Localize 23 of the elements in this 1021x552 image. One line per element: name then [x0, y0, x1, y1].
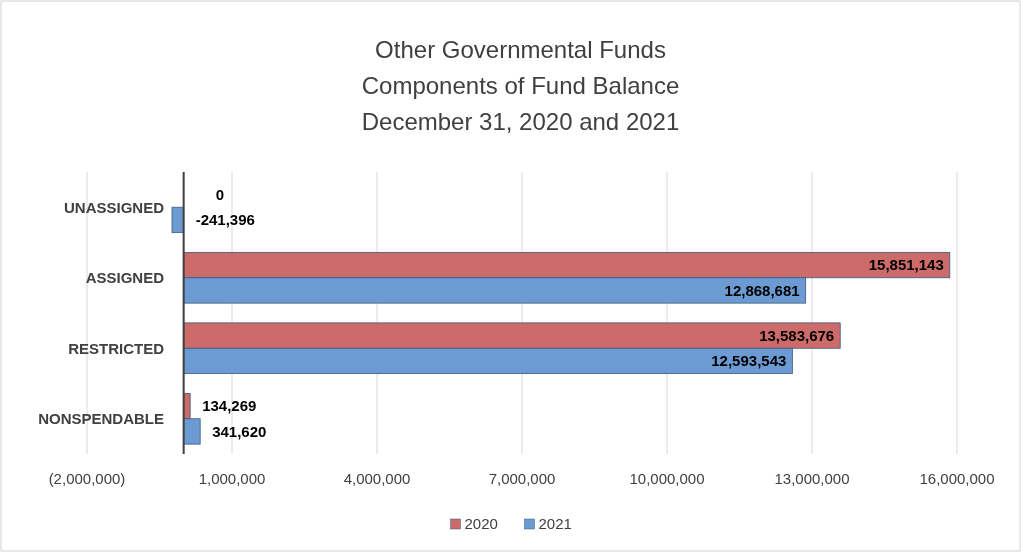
- x-tick-label: 7,000,000: [488, 470, 556, 487]
- y-tick-label: RESTRICTED: [68, 339, 165, 357]
- data-label: 0: [215, 185, 225, 203]
- x-tick-label: 13,000,000: [774, 470, 850, 487]
- data-label: 15,851,143: [868, 256, 944, 274]
- legend-label: 2021: [538, 515, 572, 533]
- y-tick-label: NONSPENDABLE: [38, 410, 164, 427]
- y-tick-label: UNASSIGNED: [63, 198, 165, 216]
- y-tick-label: ASSIGNED: [85, 269, 165, 286]
- x-tick-label: 10,000,000: [629, 470, 705, 487]
- data-label: 134,269: [202, 397, 257, 415]
- x-tick-label: 16,000,000: [919, 470, 995, 487]
- x-tick-label: 4,000,000: [343, 470, 411, 487]
- legend-label: 2020: [464, 515, 498, 533]
- chart-title: Other Governmental Funds Components of Fund Balance December 31, 2020 and 2021: [361, 36, 680, 135]
- bar: [171, 206, 185, 234]
- data-label: 12,868,681: [724, 281, 800, 299]
- data-label: 13,583,676: [759, 326, 835, 344]
- data-label: 341,620: [212, 422, 267, 440]
- data-label: 12,593,543: [711, 352, 787, 370]
- data-label: -241,396: [195, 211, 255, 229]
- x-tick-label: 1,000,000: [198, 470, 266, 487]
- x-tick-label: (2,000,000): [48, 470, 126, 487]
